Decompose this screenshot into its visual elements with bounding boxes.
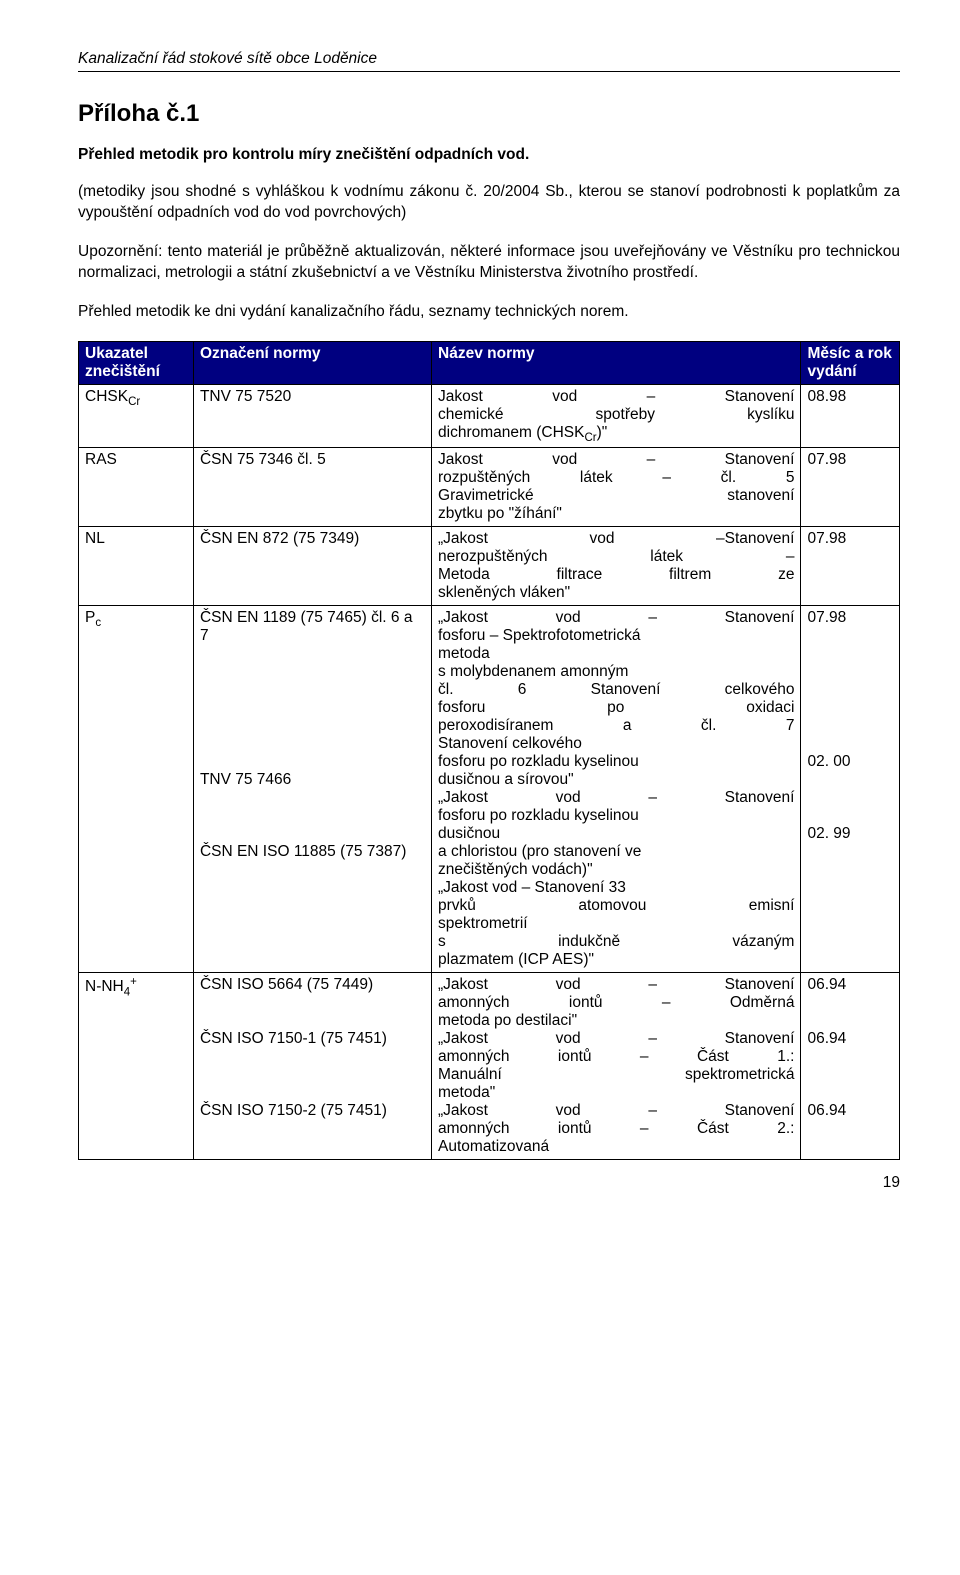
cell-norm-code: ČSN EN 1189 (75 7465) čl. 6 a 7TNV 75 74…	[193, 605, 431, 972]
cell-indicator: N-NH4+	[79, 972, 194, 1159]
table-row: NL ČSN EN 872 (75 7349) „Jakost vod –Sta…	[79, 526, 900, 605]
page-subtitle: Přehled metodik pro kontrolu míry znečiš…	[78, 146, 900, 164]
cell-norm-name: „Jakost vod –Stanovenínerozpuštěných lát…	[432, 526, 801, 605]
cell-indicator: CHSKCr	[79, 384, 194, 447]
page-number: 19	[78, 1174, 900, 1192]
table-row: N-NH4+ ČSN ISO 5664 (75 7449)ČSN ISO 715…	[79, 972, 900, 1159]
cell-norm-code: ČSN EN 872 (75 7349)	[193, 526, 431, 605]
document-header: Kanalizační řád stokové sítě obce Loděni…	[78, 50, 900, 72]
col-header-indicator: Ukazatel znečištění	[79, 341, 194, 384]
cell-norm-code: ČSN 75 7346 čl. 5	[193, 447, 431, 526]
col-header-norm-code: Označení normy	[193, 341, 431, 384]
paragraph-3: Přehled metodik ke dni vydání kanalizačn…	[78, 302, 900, 323]
cell-date: 07.98	[801, 526, 900, 605]
cell-date: 07.9802. 0002. 99	[801, 605, 900, 972]
table-row: Pc ČSN EN 1189 (75 7465) čl. 6 a 7TNV 75…	[79, 605, 900, 972]
col-header-norm-name: Název normy	[432, 341, 801, 384]
paragraph-1: (metodiky jsou shodné s vyhláškou k vodn…	[78, 182, 900, 224]
table-row: CHSKCr TNV 75 7520 Jakost vod – Stanoven…	[79, 384, 900, 447]
cell-norm-code: ČSN ISO 5664 (75 7449)ČSN ISO 7150-1 (75…	[193, 972, 431, 1159]
cell-indicator: RAS	[79, 447, 194, 526]
col-header-date: Měsíc a rok vydání	[801, 341, 900, 384]
cell-norm-code: TNV 75 7520	[193, 384, 431, 447]
paragraph-2: Upozornění: tento materiál je průběžně a…	[78, 242, 900, 284]
cell-date: 08.98	[801, 384, 900, 447]
cell-norm-name: Jakost vod – Stanovenírozpuštěných látek…	[432, 447, 801, 526]
cell-date: 07.98	[801, 447, 900, 526]
page-title: Příloha č.1	[78, 100, 900, 128]
table-row: RAS ČSN 75 7346 čl. 5 Jakost vod – Stano…	[79, 447, 900, 526]
cell-norm-name: Jakost vod – Stanoveníchemické spotřeby …	[432, 384, 801, 447]
table-header-row: Ukazatel znečištění Označení normy Název…	[79, 341, 900, 384]
standards-table: Ukazatel znečištění Označení normy Název…	[78, 341, 900, 1160]
cell-date: 06.9406.9406.94	[801, 972, 900, 1159]
cell-norm-name: „Jakost vod – Stanoveníamonných iontů – …	[432, 972, 801, 1159]
cell-norm-name: „Jakost vod – Stanovenífosforu – Spektro…	[432, 605, 801, 972]
cell-indicator: Pc	[79, 605, 194, 972]
cell-indicator: NL	[79, 526, 194, 605]
